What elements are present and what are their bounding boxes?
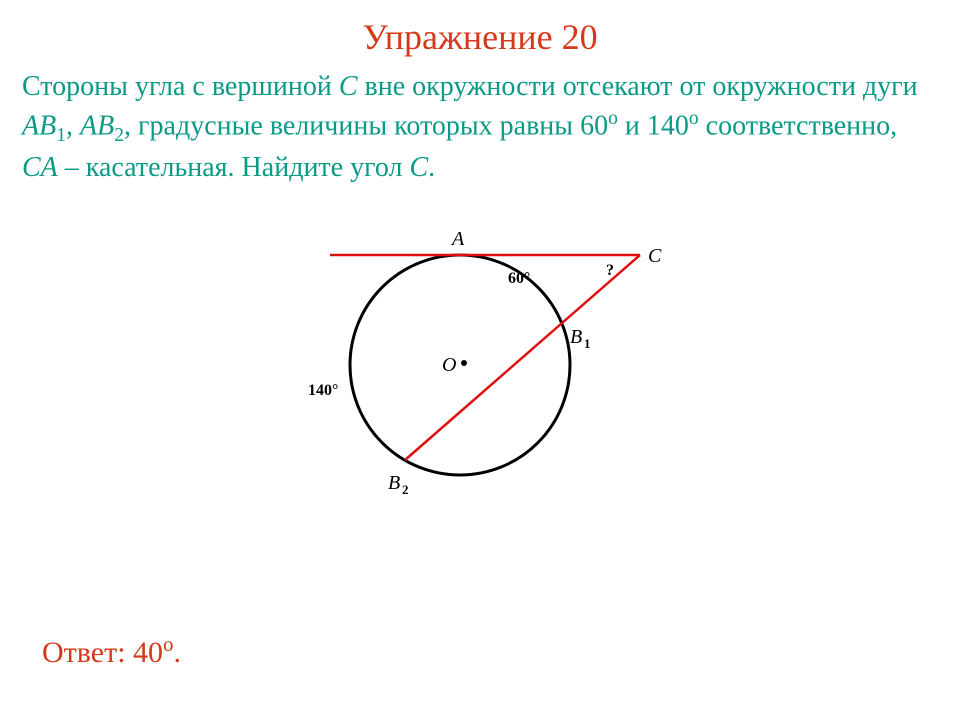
txt: вне окружности отсекают от окружности ду…	[358, 71, 918, 102]
label-b1-sub: 1	[584, 336, 591, 351]
answer-period: .	[174, 636, 182, 669]
var-c2: C	[409, 152, 428, 183]
point-o	[461, 360, 467, 366]
label-a: A	[450, 228, 465, 250]
answer-text: Ответ: 40о.	[42, 632, 181, 670]
deg2: о	[689, 108, 699, 129]
sub1: 1	[56, 125, 66, 146]
answer-value: 40	[133, 636, 163, 669]
sub2: 2	[114, 125, 124, 146]
label-b2: B	[388, 472, 400, 494]
var-c: C	[339, 71, 358, 102]
problem-text: Стороны угла с вершиной C вне окружности…	[0, 58, 960, 187]
var-ab2: AB	[80, 110, 114, 141]
txt: , градусные величины которых равны 60	[124, 110, 608, 141]
var-ca: CA	[22, 152, 58, 183]
answer-label: Ответ:	[42, 636, 133, 669]
deg: о	[608, 108, 618, 129]
label-c: C	[648, 245, 662, 267]
txt: .	[428, 152, 435, 183]
label-140: 140°	[308, 382, 338, 399]
txt: соответственно,	[699, 110, 897, 141]
label-b1: B	[570, 326, 582, 348]
txt: – касательная. Найдите угол	[58, 152, 410, 183]
txt: ,	[66, 110, 80, 141]
diagram-container: A C B 1 B 2 O ? 60° 140°	[0, 205, 960, 510]
txt: и 140	[618, 110, 689, 141]
geometry-diagram: A C B 1 B 2 O ? 60° 140°	[270, 205, 690, 505]
txt: Стороны угла с вершиной	[22, 71, 339, 102]
exercise-title: Упражнение 20	[0, 0, 960, 58]
label-q: ?	[606, 262, 614, 279]
label-60: 60°	[508, 270, 530, 287]
label-b2-sub: 2	[402, 482, 409, 497]
answer-deg: о	[163, 632, 174, 656]
var-ab: AB	[22, 110, 56, 141]
circle	[350, 255, 570, 475]
label-o: O	[442, 354, 456, 376]
